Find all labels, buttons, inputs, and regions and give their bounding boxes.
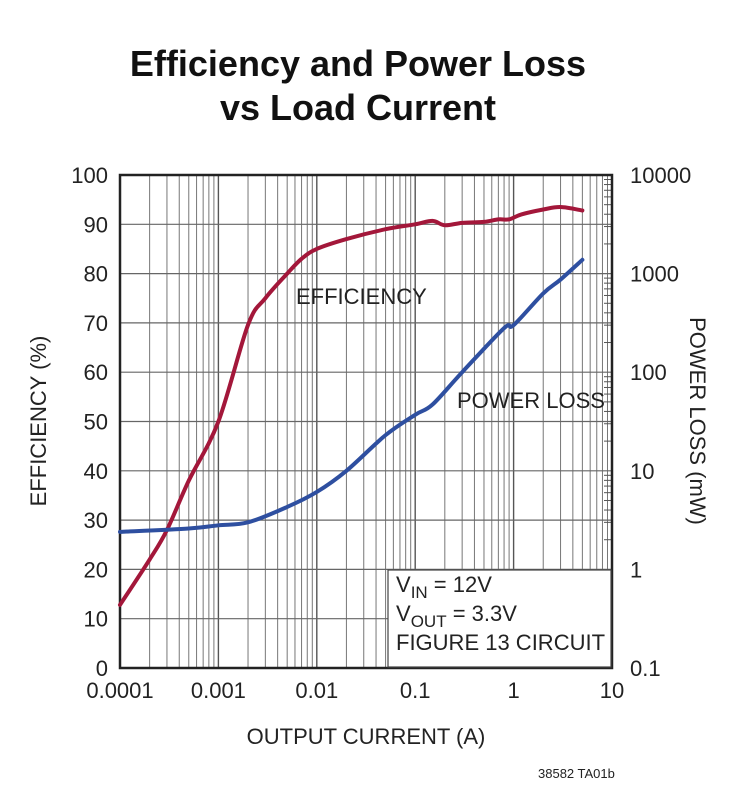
efficiency-line (118, 205, 585, 607)
annotation-line: VIN = 12V (396, 572, 492, 602)
x-tick-label: 0.001 (191, 678, 246, 703)
annotation-line: VOUT = 3.3V (396, 601, 517, 631)
x-tick-label: 0.01 (295, 678, 338, 703)
series (118, 205, 585, 607)
x-axis-label: OUTPUT CURRENT (A) (247, 724, 486, 749)
x-tick-label: 1 (507, 678, 519, 703)
y2-tick-label: 0.1 (630, 656, 661, 681)
x-tick-label: 10 (600, 678, 624, 703)
power-loss-line (118, 257, 585, 534)
figure-id: 38582 TA01b (538, 766, 615, 781)
y-tick-label: 0 (96, 656, 108, 681)
y-tick-label: 30 (84, 508, 108, 533)
y-tick-label: 70 (84, 311, 108, 336)
tick-labels: 0.0001 0.001 0.01 0.1 1 100102030405060708090… (71, 163, 691, 703)
series-label-power-loss: POWER LOSS (457, 388, 605, 413)
y-tick-label: 80 (84, 262, 108, 287)
chart-title-line-1: Efficiency and Power Loss (130, 43, 586, 84)
y2-tick-label: 1000 (630, 262, 679, 287)
chart-title-line-2: vs Load Current (220, 87, 496, 128)
y-tick-label: 20 (84, 557, 108, 582)
y2-tick-label: 100 (630, 360, 667, 385)
y2-axis-label: POWER LOSS (mW) (685, 317, 710, 525)
y-axis-label: EFFICIENCY (%) (26, 336, 51, 507)
x-tick-label: 0.1 (400, 678, 431, 703)
plot-frame (118, 173, 614, 670)
x-tick-label: 0.0001 (86, 678, 153, 703)
y-tick-label: 40 (84, 459, 108, 484)
y2-tick-label: 1 (630, 557, 642, 582)
y2-tick-label: 10000 (630, 163, 691, 188)
annotation-line: FIGURE 13 CIRCUIT (396, 630, 605, 655)
y-tick-label: 50 (84, 410, 108, 435)
y-tick-label: 100 (71, 163, 108, 188)
y-tick-label: 10 (84, 607, 108, 632)
series-label-efficiency: EFFICIENCY (296, 284, 427, 309)
y2-tick-label: 10 (630, 459, 654, 484)
y-tick-label: 90 (84, 212, 108, 237)
y-tick-label: 60 (84, 360, 108, 385)
annotation-background (387, 569, 612, 668)
